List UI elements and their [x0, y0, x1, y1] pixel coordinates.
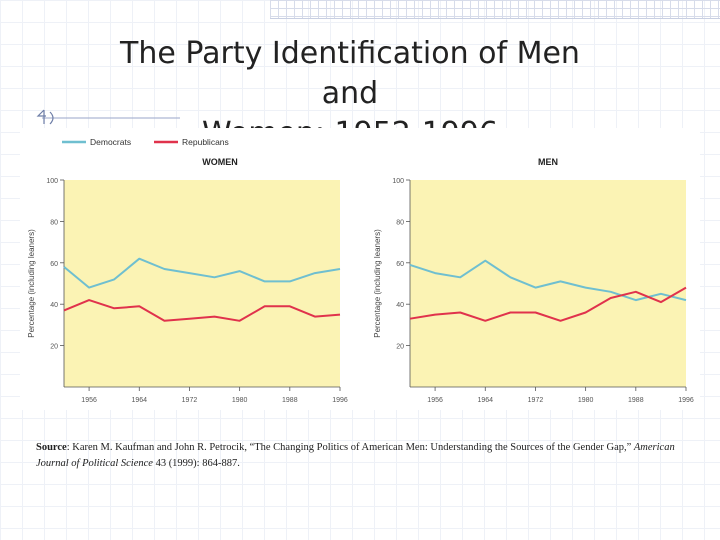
source-journal: American Journal of Political Science: [36, 442, 675, 469]
x-tick-label: 1980: [578, 397, 594, 404]
source-text: : Karen M. Kaufman and John R. Petrocik,…: [66, 442, 632, 453]
top-decoration-bar: [270, 0, 720, 19]
x-tick-label: 1972: [182, 397, 198, 404]
source-volume: 43 (1999): 864-887.: [155, 458, 240, 469]
panel-title: MEN: [538, 157, 558, 167]
y-tick-label: 60: [50, 261, 58, 268]
plot-area: [64, 180, 340, 387]
y-tick-label: 40: [396, 302, 404, 309]
source-citation: Source: Karen M. Kaufman and John R. Pet…: [36, 440, 676, 472]
panel-men: MEN 20 40 60 80 100 1956 1964 1972 1980 1988 1996 Pe…: [373, 157, 694, 404]
party-id-figure: Democrats Republicans WOMEN 20 40 60 80 100 19…: [20, 128, 700, 410]
corner-ornament-icon: [36, 109, 180, 125]
x-tick-label: 1980: [232, 397, 248, 404]
legend-democrats-label: Democrats: [90, 137, 131, 147]
y-tick-label: 20: [50, 344, 58, 351]
x-tick-label: 1964: [131, 397, 147, 404]
series-line-democrats: [409, 259, 687, 302]
source-label: Source: [36, 442, 67, 453]
y-tick-label: 80: [50, 219, 58, 226]
y-axis-label: Percentage (including leaners): [27, 229, 36, 338]
legend-republicans-label: Republicans: [182, 137, 229, 147]
x-tick-label: 1972: [528, 397, 544, 404]
y-tick-label: 40: [50, 302, 58, 309]
series-line-democrats: [63, 257, 341, 289]
series-line-republicans: [63, 299, 341, 322]
x-tick-label: 1956: [427, 397, 443, 404]
y-tick-label: 100: [46, 178, 58, 185]
x-tick-label: 1956: [81, 397, 97, 404]
x-tick-label: 1964: [477, 397, 493, 404]
series-line-republicans: [409, 286, 687, 322]
chart-canvas: Democrats Republicans WOMEN 20 40 60 80 100 19…: [27, 137, 694, 404]
x-tick-label: 1996: [678, 397, 694, 404]
slide-title-line-1: The Party Identification of Men and: [120, 36, 580, 111]
x-tick-label: 1996: [332, 397, 348, 404]
y-tick-label: 80: [396, 219, 404, 226]
panel-women: WOMEN 20 40 60 80 100 1956 1964 1972 1980 1988 1996…: [27, 157, 348, 404]
x-tick-label: 1988: [282, 397, 298, 404]
y-tick-label: 60: [396, 261, 404, 268]
y-tick-label: 100: [392, 178, 404, 185]
y-axis-label: Percentage (including leaners): [373, 229, 382, 338]
legend: Democrats Republicans: [62, 137, 229, 147]
panel-title: WOMEN: [202, 157, 238, 167]
x-tick-label: 1988: [628, 397, 644, 404]
y-tick-label: 20: [396, 344, 404, 351]
